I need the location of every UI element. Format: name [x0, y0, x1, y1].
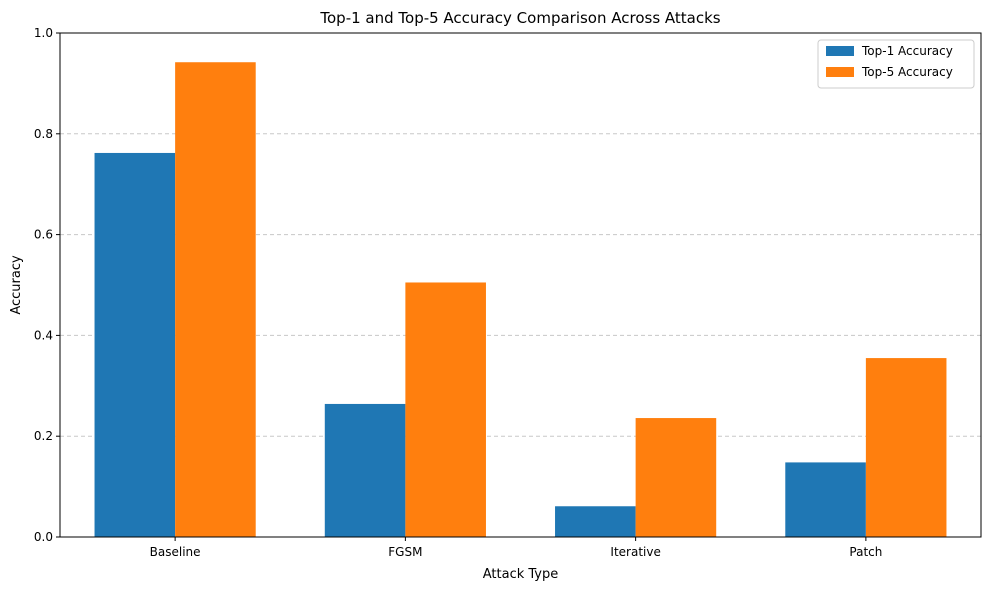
bar-top-5-accuracy-fgsm [405, 282, 486, 537]
bar-top-1-accuracy-patch [785, 462, 866, 537]
bars [94, 62, 947, 538]
plot-frame [59, 32, 982, 538]
chart-title: Top-1 and Top-5 Accuracy Comparison Acro… [319, 9, 720, 27]
y-axis-label: Accuracy [9, 255, 24, 315]
bar-top-5-accuracy-patch [865, 358, 947, 537]
bar-top-1-accuracy-iterative [555, 506, 636, 537]
y-axis-ticks: 0.0 0.2 0.4 0.6 0.8 1.0 [34, 26, 60, 544]
x-tick-label: Patch [849, 545, 882, 559]
y-tick-label: 0.4 [34, 328, 53, 342]
y-tick-label: 1.0 [34, 26, 53, 40]
x-tick-label: Iterative [610, 545, 660, 559]
x-axis-label: Attack Type [483, 567, 559, 582]
legend-label: Top-1 Accuracy [861, 44, 953, 58]
x-tick-label: FGSM [388, 545, 422, 559]
bar-top-1-accuracy-baseline [94, 152, 176, 537]
y-tick-label: 0.2 [34, 429, 53, 443]
x-tick-label: Baseline [150, 545, 201, 559]
legend-swatch [826, 46, 854, 56]
bar-top-5-accuracy-iterative [635, 418, 717, 537]
legend: Top-1 Accuracy Top-5 Accuracy [817, 39, 975, 89]
y-tick-label: 0.8 [34, 127, 53, 141]
bar-top-1-accuracy-fgsm [324, 403, 406, 537]
y-tick-label: 0.0 [34, 530, 53, 544]
bar-top-5-accuracy-baseline [175, 62, 256, 538]
x-axis-ticks: Baseline FGSM Iterative Patch [150, 537, 882, 559]
legend-label: Top-5 Accuracy [861, 65, 953, 79]
legend-box [817, 39, 975, 89]
y-tick-label: 0.6 [34, 228, 53, 242]
legend-swatch [826, 67, 854, 77]
